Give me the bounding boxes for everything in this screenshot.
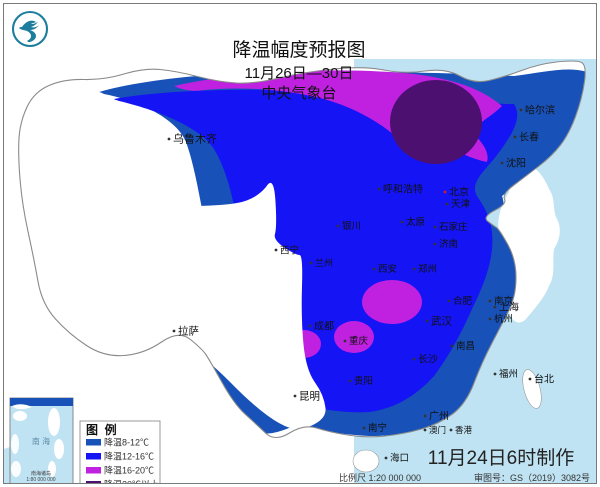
svg-text:11月26日—30日: 11月26日—30日: [245, 65, 354, 82]
svg-text:降温12-16℃: 降温12-16℃: [104, 451, 154, 462]
svg-text:南昌: 南昌: [456, 340, 475, 352]
svg-text:1:80 000 000: 1:80 000 000: [26, 477, 55, 483]
svg-text:杭州: 杭州: [494, 313, 513, 325]
svg-text:西宁: 西宁: [280, 245, 299, 257]
svg-text:海口: 海口: [390, 452, 409, 464]
svg-text:广州: 广州: [429, 410, 449, 422]
svg-text:台北: 台北: [534, 372, 554, 385]
svg-text:中央气象台: 中央气象台: [261, 85, 336, 102]
svg-text:昆明: 昆明: [299, 391, 320, 403]
svg-text:沈阳: 沈阳: [506, 156, 526, 169]
svg-text:太原: 太原: [406, 216, 425, 228]
svg-text:比例尺 1:20 000 000: 比例尺 1:20 000 000: [339, 472, 421, 483]
svg-text:郑州: 郑州: [418, 263, 437, 275]
svg-text:福州: 福州: [499, 368, 518, 380]
svg-text:澳门: 澳门: [429, 425, 446, 435]
svg-text:西安: 西安: [378, 263, 397, 275]
svg-text:长春: 长春: [519, 131, 539, 143]
svg-text:11月24日6时制作: 11月24日6时制作: [428, 447, 574, 469]
svg-text:南海诸岛: 南海诸岛: [31, 470, 51, 477]
svg-text:合肥: 合肥: [453, 295, 473, 307]
svg-text:北京: 北京: [449, 185, 469, 198]
svg-text:南宁: 南宁: [368, 422, 387, 434]
svg-text:降温20℃以上: 降温20℃以上: [104, 479, 159, 485]
svg-text:兰州: 兰州: [315, 257, 333, 268]
svg-text:天津: 天津: [451, 199, 471, 210]
svg-text:银川: 银川: [342, 220, 361, 232]
svg-text:石家庄: 石家庄: [439, 221, 468, 233]
svg-text:哈尔滨: 哈尔滨: [525, 103, 555, 116]
svg-text:拉萨: 拉萨: [178, 325, 199, 338]
svg-text:审图号：GS（2019）3082号: 审图号：GS（2019）3082号: [474, 472, 590, 483]
svg-text:武汉: 武汉: [431, 315, 452, 328]
svg-text:降温8-12℃: 降温8-12℃: [104, 437, 149, 448]
svg-text:降温16-20℃: 降温16-20℃: [104, 465, 154, 476]
svg-text:香港: 香港: [455, 425, 473, 435]
svg-text:长沙: 长沙: [418, 353, 438, 365]
svg-text:上海: 上海: [499, 300, 519, 313]
svg-text:成都: 成都: [314, 320, 334, 332]
svg-text:呼和浩特: 呼和浩特: [383, 183, 423, 195]
svg-text:重庆: 重庆: [349, 335, 369, 347]
svg-text:乌鲁木齐: 乌鲁木齐: [173, 132, 217, 146]
svg-text:济南: 济南: [439, 238, 458, 250]
svg-text:图 例: 图 例: [86, 422, 117, 437]
svg-text:南 海: 南 海: [32, 436, 50, 446]
svg-text:降温幅度预报图: 降温幅度预报图: [232, 39, 365, 61]
svg-text:贵阳: 贵阳: [354, 375, 373, 387]
